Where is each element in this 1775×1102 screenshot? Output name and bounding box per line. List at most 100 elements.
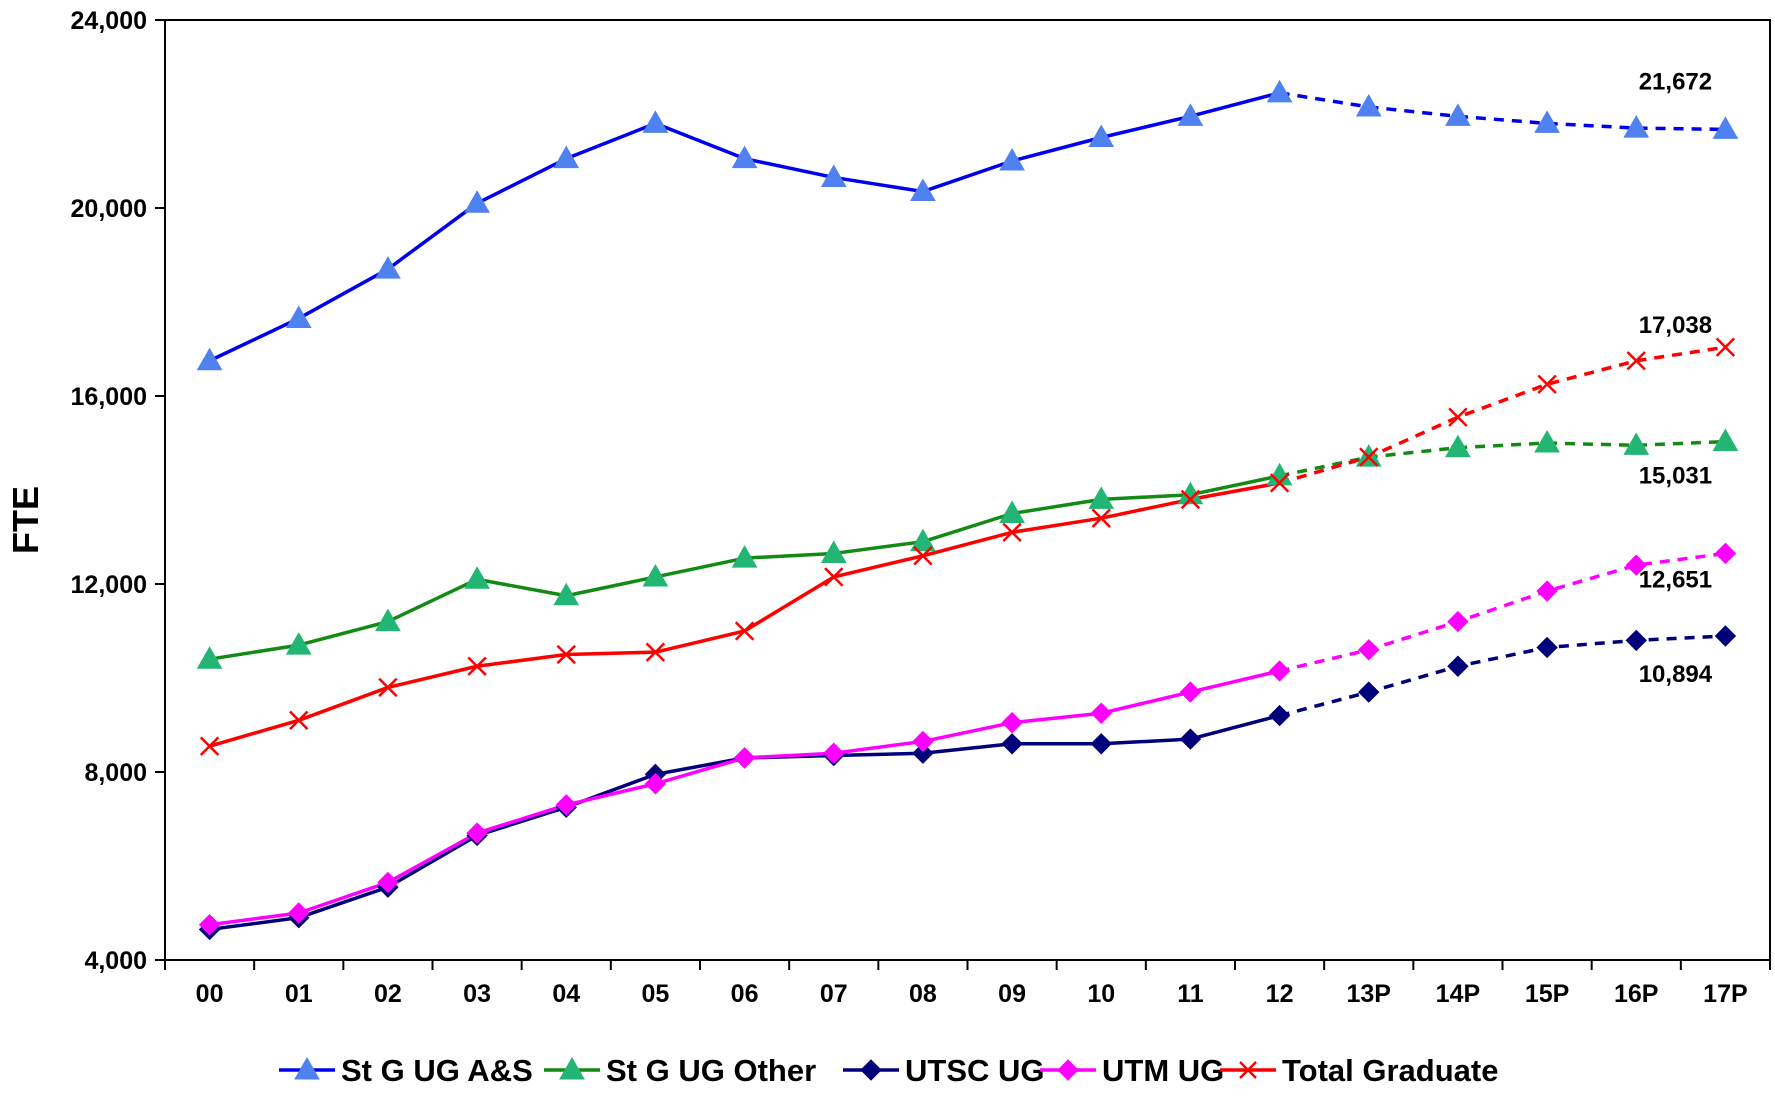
y-tick-label: 20,000 (71, 195, 147, 223)
legend-marker (860, 1059, 882, 1081)
marker-stroke (1269, 473, 1290, 493)
end-value-label: 21,672 (1639, 68, 1712, 95)
data-point-marker (642, 110, 669, 133)
end-value-label: 15,031 (1639, 463, 1712, 490)
series-line-actual (209, 669, 1280, 927)
marker-stroke (199, 736, 220, 756)
legend-marker (1057, 1059, 1079, 1081)
marker-stroke (1239, 1061, 1257, 1079)
end-value-label: 10,894 (1639, 661, 1713, 688)
marker-stroke (1002, 522, 1022, 542)
data-point-marker (823, 742, 845, 764)
data-point-marker (378, 677, 398, 698)
data-point-marker (1448, 407, 1468, 427)
data-point-marker (1445, 103, 1471, 126)
data-point-marker (1359, 447, 1379, 467)
x-tick-label: 14P (1436, 980, 1480, 1008)
data-point-marker (464, 190, 490, 213)
data-point-marker (1625, 629, 1647, 652)
data-point-marker (1001, 711, 1023, 734)
data-point-marker (375, 256, 401, 279)
data-point-marker (1090, 733, 1112, 755)
y-tick-label: 24,000 (71, 7, 147, 35)
data-point-marker (1088, 124, 1115, 147)
data-point-marker (910, 528, 936, 552)
data-point-marker (642, 563, 669, 587)
data-point-marker (1712, 428, 1739, 452)
data-point-marker (1715, 337, 1736, 357)
series-lines (208, 91, 1726, 932)
marker-stroke (1537, 374, 1557, 394)
marker-stroke (556, 644, 576, 665)
data-point-marker (731, 545, 758, 568)
series-markers (196, 79, 1739, 941)
y-tick-label: 12,000 (71, 571, 147, 599)
marker-stroke (1091, 508, 1111, 528)
data-point-marker (1266, 462, 1293, 486)
data-point-marker (1534, 110, 1560, 133)
x-tick-label: 00 (196, 980, 224, 1008)
data-point-marker (464, 566, 490, 589)
marker-stroke (467, 656, 487, 676)
data-point-marker (1445, 434, 1471, 458)
legend-label: UTSC UG (905, 1053, 1045, 1088)
data-point-marker (556, 644, 576, 665)
legend-item: Total Graduate (1220, 1053, 1498, 1088)
data-point-marker (999, 147, 1025, 171)
data-point-marker (285, 632, 312, 655)
data-point-marker (1712, 116, 1739, 139)
data-point-marker (553, 145, 580, 169)
legend-item: UTSC UG (843, 1053, 1045, 1088)
data-point-marker (731, 145, 758, 169)
data-point-marker (377, 871, 399, 894)
series-line-projected (1279, 345, 1726, 485)
data-point-marker (1090, 702, 1112, 724)
end-value-label: 17,038 (1639, 312, 1712, 339)
legend-item: St G UG A&S (279, 1053, 533, 1088)
data-point-marker (1180, 489, 1201, 510)
data-point-marker (196, 646, 223, 669)
x-tick-label: 01 (285, 980, 313, 1008)
y-axis-title: FTE (5, 486, 46, 554)
data-point-marker (913, 546, 933, 566)
legend-label: Total Graduate (1282, 1053, 1498, 1088)
data-point-marker (553, 582, 580, 606)
x-tick-label: 11 (1177, 980, 1204, 1008)
x-tick-label: 12 (1266, 980, 1294, 1008)
series-line-projected (1279, 551, 1726, 673)
legend-item: St G UG Other (544, 1053, 816, 1088)
data-point-marker (198, 914, 221, 936)
data-point-marker (1447, 610, 1469, 633)
data-point-marker (1001, 733, 1023, 755)
data-point-marker (1623, 115, 1650, 138)
x-tick-label: 09 (998, 980, 1026, 1008)
data-point-marker (910, 178, 936, 202)
marker-stroke (1180, 489, 1201, 510)
y-tick-label: 8,000 (84, 759, 147, 787)
data-point-marker (375, 608, 401, 632)
marker-stroke (378, 677, 398, 698)
data-point-marker (285, 305, 312, 328)
legend-label: UTM UG (1102, 1053, 1224, 1088)
data-point-marker (288, 902, 310, 924)
marker-stroke (645, 642, 666, 662)
data-point-marker (999, 500, 1025, 523)
legend-marker (294, 1056, 320, 1080)
x-tick-label: 06 (731, 980, 759, 1008)
y-tick-label: 4,000 (84, 947, 147, 975)
x-tick-label: 10 (1087, 980, 1115, 1008)
data-point-marker (644, 773, 667, 795)
data-point-marker (912, 730, 934, 753)
data-point-marker (820, 164, 847, 187)
end-value-label: 12,651 (1639, 566, 1712, 593)
data-point-marker (1002, 522, 1022, 542)
x-tick-label: 07 (820, 980, 848, 1008)
data-point-marker (289, 710, 309, 730)
data-point-marker (1625, 554, 1647, 576)
series-line-projected (1279, 634, 1726, 718)
data-point-marker (912, 742, 934, 764)
data-point-marker (1358, 681, 1380, 703)
data-point-marker (1088, 486, 1115, 509)
marker-stroke (289, 710, 309, 730)
